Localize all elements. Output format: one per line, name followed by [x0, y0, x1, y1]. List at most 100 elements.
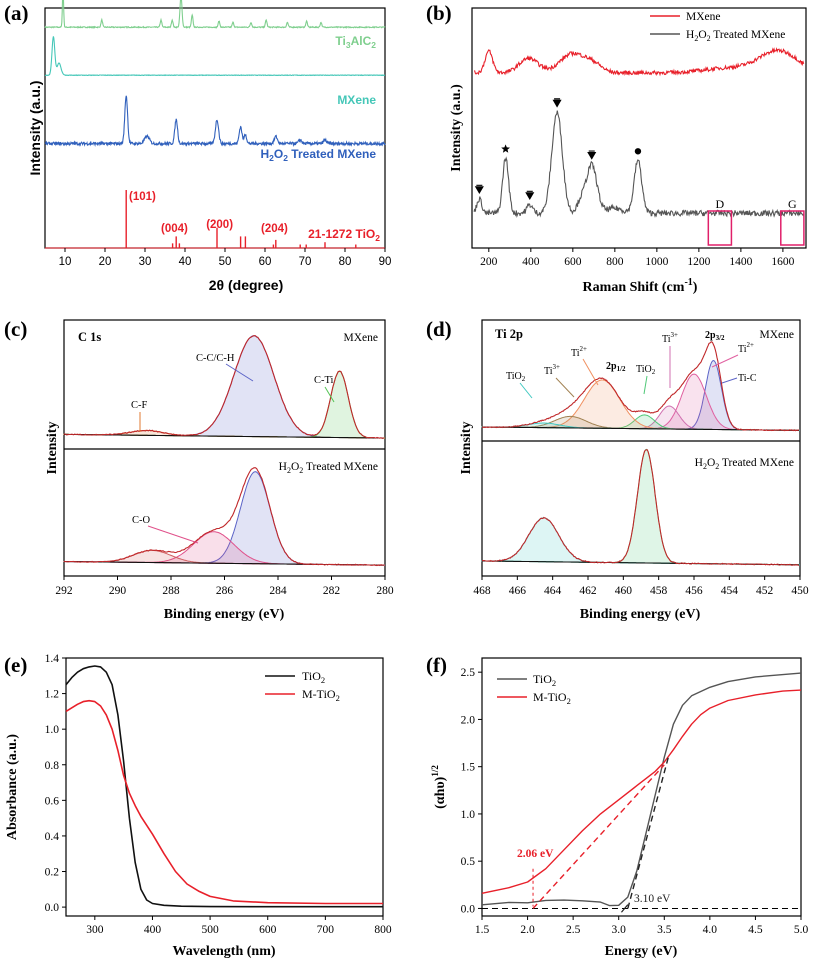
- panel-a-x-tick-label-5: 60: [259, 256, 272, 268]
- panel-e-legend-tio2: TiO2: [302, 669, 325, 685]
- panel-c-bottom-label: H2O2 Treated MXene: [279, 461, 378, 475]
- panel-f-annotations: 2.06 eV 3.10 eV: [517, 848, 671, 905]
- panel-a-x-tick-label-0: 10: [59, 256, 72, 268]
- panel-c-top-label: MXene: [344, 332, 379, 344]
- panel-e-y-axis-title: Absorbance (a.u.): [5, 734, 20, 841]
- panel-d-annot-tio2-b-pointer: [643, 375, 648, 395]
- panel-c-top-plot: [63, 335, 386, 440]
- panel-b-box-label-0: D: [716, 197, 725, 211]
- panel-a-series-0: [44, 0, 386, 30]
- panel-b-x-axis-title: Raman Shift (cm-1): [583, 277, 698, 295]
- panel-b-box-0: [707, 210, 733, 246]
- panel-e-series: [65, 665, 383, 908]
- panel-c-annot-cti-pointer: [324, 386, 335, 403]
- panel-d-annot-ti2-a-pointer: [582, 358, 599, 386]
- panel-c-x-ticks: 292 290 288 286 284 282 280: [55, 576, 394, 597]
- panel-f-tangent-1: [627, 755, 670, 909]
- c-x-tick-label-2: 288: [162, 585, 180, 597]
- panel-a-label-ti3alc2: Ti3AlC2: [335, 34, 376, 50]
- d-x-tick-label-5: 458: [650, 585, 668, 597]
- panel-b-legend-mxene: MXene: [686, 11, 721, 23]
- panel-b-series: [473, 47, 805, 218]
- d-x-tick-label-2: 464: [544, 585, 562, 597]
- panel-b-marker-4: [587, 150, 597, 160]
- panel-f-bandgap-tio2: 3.10 eV: [634, 893, 671, 905]
- panel-f-tangent-0: [532, 764, 665, 909]
- d-bottom-envelope: [481, 449, 800, 566]
- panel-d-annot-ti2-b: Ti2+: [738, 341, 754, 355]
- panel-b-x-ticks: 200 400 600 800 1000 1200 1400 1600: [480, 248, 795, 268]
- panel-d-annot-2p12: 2p1/2: [606, 361, 626, 373]
- panel-d-top-plot: [481, 341, 801, 432]
- d-x-tick-label-3: 462: [579, 585, 597, 597]
- panel-f-y-tick-label-2: 1.0: [461, 809, 476, 821]
- panel-c-x-axis-title: Binding energy (eV): [164, 607, 285, 622]
- panel-f-x-tick-label-4: 3.5: [657, 924, 672, 936]
- panel-d-annotations: TiO2 Ti3+ Ti2+ 2p1/2 TiO2 Ti3+ 2p3/2 Ti2…: [506, 330, 757, 399]
- panel-f-y-tick-label-3: 1.5: [461, 762, 476, 774]
- panel-b-x-tick-label-3: 800: [606, 256, 624, 268]
- d-x-tick-label-7: 454: [721, 585, 739, 597]
- panel-c-letter: (c): [4, 317, 27, 341]
- c-x-tick-label-4: 284: [269, 585, 287, 597]
- d-x-tick-label-8: 452: [756, 585, 774, 597]
- panel-b-x-tick-label-1: 400: [522, 256, 540, 268]
- panel-a-x-tick-label-6: 70: [299, 256, 312, 268]
- panel-c-element-label: C 1s: [78, 330, 101, 344]
- d-top-envelope: [481, 341, 800, 432]
- panel-e-x-tick-label-2: 500: [201, 924, 219, 936]
- panel-d-annot-tio2-a-pointer: [519, 382, 533, 399]
- panel-a-frame: [44, 7, 386, 249]
- panel-f-y-tick-label-0: 0.0: [461, 903, 476, 915]
- panel-a-series-2: [44, 95, 386, 148]
- panel-e-x-axis-title: Wavelength (nm): [172, 944, 275, 959]
- panel-f-legend-tio2: TiO2: [533, 672, 556, 688]
- panel-b-legend-treated: H2O2 Treated MXene: [686, 29, 785, 43]
- panel-e-y-tick-label-0: 0.0: [45, 902, 60, 914]
- panel-f-bandgap-mtio2: 2.06 eV: [517, 848, 554, 860]
- d-x-tick-label-1: 466: [509, 585, 527, 597]
- panel-e-y-tick-label-3: 0.6: [45, 795, 60, 807]
- panel-a-x-tick-label-2: 30: [139, 256, 152, 268]
- panel-b-x-tick-label-5: 1200: [687, 256, 710, 268]
- c-top-envelope: [63, 335, 384, 440]
- panel-d-bottom-label: H2O2 Treated MXene: [695, 457, 794, 471]
- panel-c-annot-cti: C-Ti: [314, 375, 334, 386]
- panel-a-annotations: (101) (004) (200) (204): [129, 191, 288, 235]
- panel-b-marker-3: [552, 98, 562, 108]
- panel-f-x-axis-title: Energy (eV): [605, 944, 678, 959]
- panel-e-x-tick-label-4: 700: [317, 924, 335, 936]
- panel-a-annotation-0: (101): [129, 191, 156, 203]
- panel-e-series-0: [65, 665, 383, 908]
- panel-f-y-tick-label-5: 2.5: [461, 667, 476, 679]
- panel-b-series-0: [473, 47, 805, 77]
- panel-d-annot-tio2-a: TiO2: [506, 371, 526, 383]
- panel-f-series-1: [481, 689, 802, 894]
- panel-f-frame: [481, 657, 802, 917]
- panel-d-x-axis-title: Binding energy (eV): [580, 607, 701, 622]
- panel-a-x-tick-label-3: 40: [179, 256, 192, 268]
- panel-d-annot-ti3-b: Ti3+: [662, 331, 678, 345]
- panel-f-bandgap-pointer-1: [620, 904, 629, 913]
- panel-b-x-tick-label-6: 1400: [729, 256, 752, 268]
- panel-a-annotation-3: (204): [261, 223, 288, 235]
- panel-d-bottom-plot: [481, 448, 801, 566]
- c-x-tick-label-1: 290: [109, 585, 127, 597]
- c-x-tick-label-6: 280: [376, 585, 394, 597]
- panel-b-marker-5: [634, 148, 642, 155]
- panel-a-x-tick-label-8: 90: [379, 256, 392, 268]
- d-x-tick-label-9: 450: [791, 585, 809, 597]
- panel-f-x-tick-label-7: 5.0: [794, 924, 809, 936]
- panel-e: (e) 300 400 500 600 700 800 0.0 0.2 0.4 0.6 0.8 1.0…: [4, 653, 392, 959]
- panel-f-y-axis-title: (αhυ)1/2: [430, 765, 448, 809]
- panel-b-x-tick-label-7: 1600: [771, 256, 794, 268]
- panel-b-marker-2: [525, 190, 535, 200]
- panel-a-letter: (a): [4, 1, 29, 25]
- panel-c-annot-co: C-O: [132, 515, 151, 526]
- panel-f: (f) 1.5 2.0 2.5 3.0 3.5 4.0 4.5 5.00.00.51.01.5…: [426, 653, 808, 959]
- panel-d-element-label: Ti 2p: [495, 327, 523, 341]
- panel-a-x-tick-label-1: 20: [99, 256, 112, 268]
